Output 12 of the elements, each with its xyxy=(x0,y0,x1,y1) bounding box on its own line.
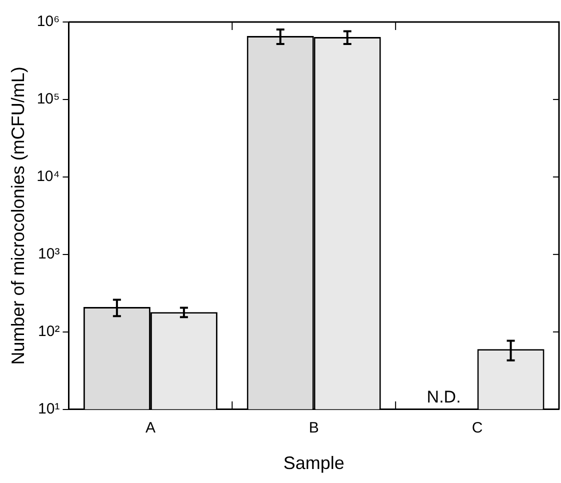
x-axis-title: Sample xyxy=(283,453,344,474)
x-tick-label: A xyxy=(145,420,156,437)
x-tick-label: C xyxy=(472,420,483,437)
y-tick-label: 10² xyxy=(38,323,60,340)
y-tick-label: 10¹ xyxy=(38,400,60,418)
x-tick-label: B xyxy=(308,420,319,437)
y-tick-label: 10⁶ xyxy=(36,13,60,30)
y-tick-label: 10⁴ xyxy=(36,168,60,186)
y-tick-label: 10⁵ xyxy=(36,90,60,108)
y-axis-title: Number of microcolonies (mCFU/mL) xyxy=(8,66,28,365)
annotation: N.D. xyxy=(426,388,461,407)
y-tick-label: 10³ xyxy=(38,246,60,263)
